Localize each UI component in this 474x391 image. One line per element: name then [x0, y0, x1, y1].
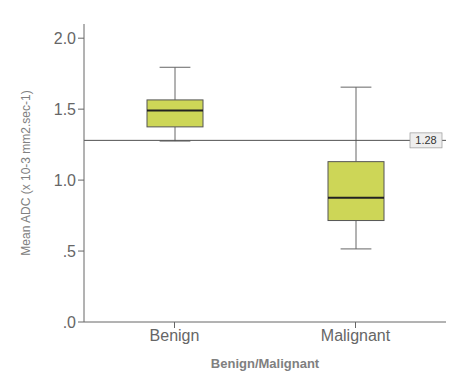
svg-text:1.0: 1.0 — [54, 172, 76, 189]
svg-text:.5: .5 — [63, 243, 76, 260]
svg-text:Benign: Benign — [150, 327, 200, 344]
svg-text:1.5: 1.5 — [54, 101, 76, 118]
svg-text:Benign/Malignant: Benign/Malignant — [211, 356, 320, 371]
svg-text:Malignant: Malignant — [321, 327, 391, 344]
svg-text:.0: .0 — [63, 314, 76, 331]
svg-text:Mean ADC (x 10-3 mm2.sec-1): Mean ADC (x 10-3 mm2.sec-1) — [19, 90, 33, 255]
svg-text:1.28: 1.28 — [415, 134, 436, 146]
svg-text:2.0: 2.0 — [54, 30, 76, 47]
